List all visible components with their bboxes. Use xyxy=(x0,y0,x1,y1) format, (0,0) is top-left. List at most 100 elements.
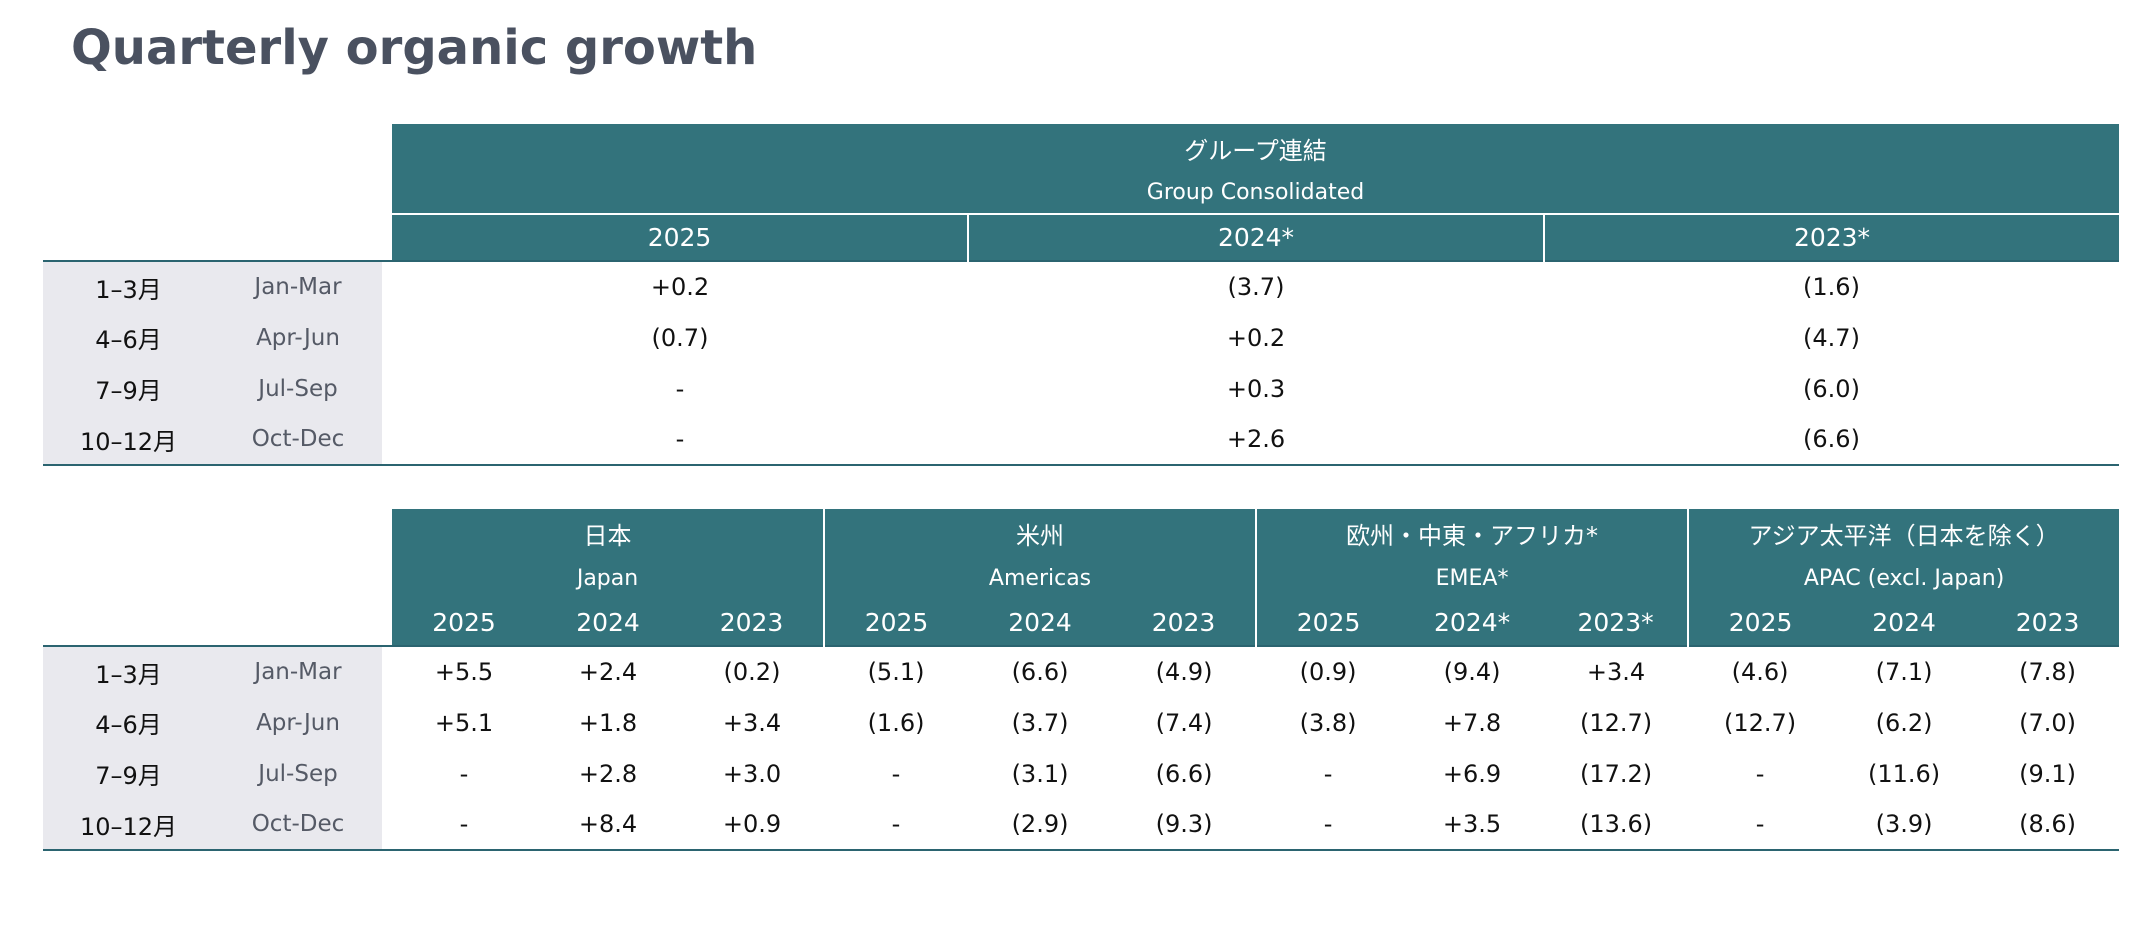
consolidated-name-en: Group Consolidated xyxy=(392,172,2120,215)
growth-value: +3.0 xyxy=(722,759,782,788)
growth-value: +3.5 xyxy=(1400,799,1545,851)
year-header: 2025 xyxy=(1688,599,1833,646)
growth-value: +7.8 xyxy=(1442,708,1502,737)
year-header: 2025 xyxy=(824,599,969,646)
growth-value: (17.2) xyxy=(1579,759,1653,788)
growth-value: (7.0) xyxy=(2019,708,2077,737)
growth-value: (9.4) xyxy=(1400,645,1545,697)
year-header: 2025 xyxy=(1256,599,1401,646)
growth-value: (6.2) xyxy=(1875,708,1933,737)
growth-value: (9.3) xyxy=(1112,799,1257,851)
quarter-label-en: Jan-Mar xyxy=(214,645,382,697)
growth-value: (6.6) xyxy=(968,645,1113,697)
growth-value: (8.6) xyxy=(1976,799,2120,851)
table-row: 10–12月 Oct-Dec - +2.6 (6.6) xyxy=(43,414,2120,466)
quarter-label-jp: 1–3月 xyxy=(43,645,214,697)
growth-value: +1.8 xyxy=(578,708,638,737)
growth-value: +3.4 xyxy=(1544,645,1689,697)
growth-value: (3.7) xyxy=(968,260,1544,312)
consolidated-name-jp: グループ連結 xyxy=(392,124,2120,172)
growth-value: - xyxy=(1256,799,1401,851)
growth-value: (3.1) xyxy=(1011,759,1069,788)
table-row: 1–3月 Jan-Mar +0.2 (3.7) (1.6) xyxy=(43,260,2120,312)
quarter-label-en: Jul-Sep xyxy=(214,363,382,414)
growth-value: +3.4 xyxy=(722,708,782,737)
growth-value: (12.7) xyxy=(1723,708,1797,737)
growth-value: (0.9) xyxy=(1256,645,1401,697)
growth-value: (3.9) xyxy=(1832,799,1977,851)
year-header: 2023 xyxy=(1976,599,2120,646)
growth-value: +5.5 xyxy=(392,645,536,697)
header-corner-blank xyxy=(43,124,392,214)
growth-value: +2.8 xyxy=(578,759,638,788)
region-name-en-apac: APAC (excl. Japan) xyxy=(1688,557,2120,599)
region-name-en-japan: Japan xyxy=(392,557,826,599)
growth-value: - xyxy=(1688,799,1833,851)
growth-value: - xyxy=(824,799,969,851)
region-name-en-emea: EMEA* xyxy=(1256,557,1690,599)
growth-value: - xyxy=(1755,759,1765,788)
growth-value: +0.9 xyxy=(680,799,825,851)
year-header: 2024 xyxy=(1832,599,1977,646)
growth-value: (11.6) xyxy=(1867,759,1941,788)
quarter-label-jp: 10–12月 xyxy=(43,799,214,851)
growth-value: +0.2 xyxy=(1226,323,1286,352)
quarter-label-en: Apr-Jun xyxy=(214,312,382,363)
growth-value: - xyxy=(392,799,536,851)
growth-value: +6.9 xyxy=(1442,759,1502,788)
growth-value: (0.7) xyxy=(651,323,709,352)
table-row: 7–9月 Jul-Sep - +0.3 (6.0) xyxy=(43,363,2119,414)
consolidated-growth-table: グループ連結 Group Consolidated 2025 2024* 202… xyxy=(43,124,2120,466)
growth-value: (0.2) xyxy=(680,645,825,697)
growth-value: (3.7) xyxy=(1011,708,1069,737)
header-corner-blank xyxy=(43,509,392,599)
growth-value: +2.4 xyxy=(536,645,680,697)
quarter-label-jp: 10–12月 xyxy=(43,414,214,466)
regional-growth-table: 日本 米州 欧州・中東・アフリカ* アジア太平洋（日本を除く） Japan Am… xyxy=(43,509,2120,851)
table-row: 1–3月 Jan-Mar +5.5 +2.4 (0.2) (5.1) (6.6)… xyxy=(43,645,2120,697)
quarter-label-jp: 7–9月 xyxy=(43,363,214,414)
region-name-jp-apac: アジア太平洋（日本を除く） xyxy=(1688,509,2120,557)
growth-value: +5.1 xyxy=(434,708,494,737)
year-header: 2024 xyxy=(536,599,680,646)
growth-value: (6.6) xyxy=(1544,414,2120,466)
table-row: 4–6月 Apr-Jun +5.1 +1.8 +3.4 (1.6) (3.7) … xyxy=(43,697,2119,748)
growth-value: - xyxy=(1323,759,1333,788)
quarter-label-en: Jan-Mar xyxy=(214,260,382,312)
year-header: 2024* xyxy=(968,214,1545,261)
quarter-label-en: Oct-Dec xyxy=(214,414,382,466)
table-row: 10–12月 Oct-Dec - +8.4 +0.9 - (2.9) (9.3)… xyxy=(43,799,2120,851)
header-corner-blank xyxy=(43,214,392,261)
quarter-label-en: Jul-Sep xyxy=(214,748,382,799)
quarter-label-jp: 4–6月 xyxy=(43,312,214,363)
growth-value: (4.9) xyxy=(1112,645,1257,697)
region-name-jp-americas: 米州 xyxy=(824,509,1258,557)
growth-value: (2.9) xyxy=(968,799,1113,851)
growth-value: (6.6) xyxy=(1155,759,1213,788)
quarter-label-en: Oct-Dec xyxy=(214,799,382,851)
year-header: 2025 xyxy=(392,214,969,261)
growth-value: - xyxy=(891,759,901,788)
region-name-jp-emea: 欧州・中東・アフリカ* xyxy=(1256,509,1690,557)
region-name-jp-japan: 日本 xyxy=(392,509,826,557)
growth-value: +0.3 xyxy=(1226,374,1286,403)
year-header: 2023* xyxy=(1544,214,2120,261)
page-title: Quarterly organic growth xyxy=(71,20,758,76)
year-header: 2024* xyxy=(1400,599,1545,646)
growth-value: (13.6) xyxy=(1544,799,1689,851)
growth-value: (7.1) xyxy=(1832,645,1977,697)
growth-value: +2.6 xyxy=(968,414,1544,466)
growth-value: - xyxy=(392,414,968,466)
growth-value: - xyxy=(675,374,685,403)
growth-value: (12.7) xyxy=(1579,708,1653,737)
header-corner-blank xyxy=(43,599,392,646)
region-name-en-americas: Americas xyxy=(824,557,1258,599)
growth-value: - xyxy=(459,759,469,788)
year-header: 2023 xyxy=(680,599,826,646)
table-row: 7–9月 Jul-Sep - +2.8 +3.0 - (3.1) (6.6) -… xyxy=(43,748,2119,799)
growth-value: (7.8) xyxy=(1976,645,2120,697)
year-header: 2023 xyxy=(1112,599,1258,646)
growth-value: (1.6) xyxy=(1544,260,2120,312)
growth-value: (9.1) xyxy=(2019,759,2077,788)
growth-value: (7.4) xyxy=(1155,708,1213,737)
